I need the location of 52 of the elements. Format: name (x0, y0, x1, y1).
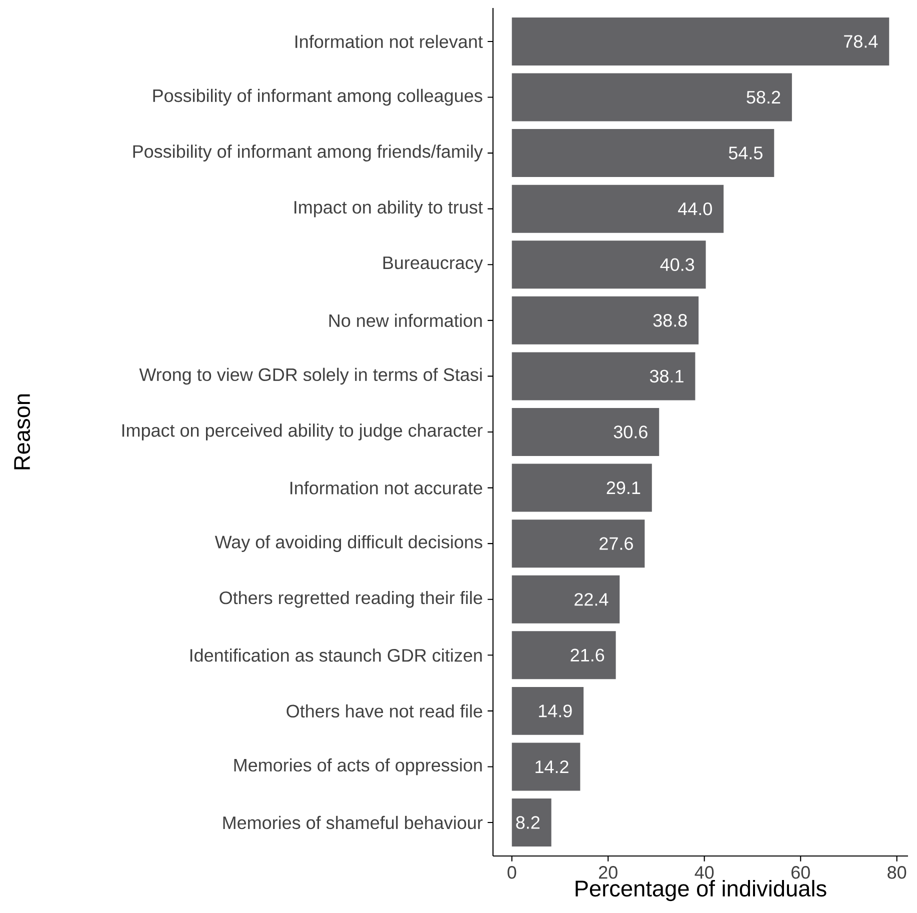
x-tick-label: 0 (508, 866, 516, 879)
data-label: 29.1 (606, 481, 640, 494)
data-label: 38.1 (650, 370, 684, 383)
data-label: 44.0 (678, 202, 712, 216)
bar (512, 631, 616, 680)
y-tick-label: No new information (329, 314, 482, 328)
y-tick-label: Others regretted reading their file (220, 590, 482, 608)
y-tick-label: Possibility of informant among friends/family (133, 144, 483, 162)
y-tick-label: Wrong to view GDR solely in terms of Stasi (139, 368, 482, 385)
y-tick-label: Possibility of informant among colleagues (153, 88, 482, 106)
x-tick-label: 40 (694, 866, 714, 879)
bar (512, 184, 724, 233)
x-tick-label: 80 (888, 866, 906, 879)
data-label: 14.2 (536, 760, 568, 774)
data-label: 21.6 (570, 648, 604, 662)
data-label: 78.4 (844, 35, 878, 48)
data-label: 40.3 (660, 258, 694, 271)
data-label: 54.5 (728, 146, 762, 160)
y-tick-label: Impact on perceived ability to judge character (122, 424, 483, 440)
bar (512, 520, 645, 568)
x-axis-title: Percentage of individuals (576, 880, 826, 902)
bar (512, 575, 620, 624)
bar (512, 296, 699, 344)
data-label: 30.6 (614, 426, 648, 438)
data-label: 58.2 (746, 90, 780, 104)
bar (512, 73, 792, 122)
y-tick-label: Information not accurate (290, 481, 482, 494)
y-axis-title: Reason (14, 394, 30, 470)
data-label: 8.2 (516, 816, 540, 829)
bar (512, 129, 774, 178)
y-tick-label: Bureaucracy (383, 256, 483, 273)
x-tick-label: 20 (598, 866, 618, 879)
bar (512, 408, 660, 456)
bar (512, 686, 584, 735)
x-tick-label: 60 (792, 866, 810, 879)
data-label: 14.9 (538, 704, 572, 718)
bar (512, 798, 552, 847)
y-tick-label: Others have not read file (286, 704, 482, 718)
y-tick-label: Way of avoiding difficult decisions (214, 535, 482, 552)
bar (512, 352, 696, 400)
bar (512, 742, 580, 791)
data-label: 22.4 (574, 593, 608, 606)
bar (512, 17, 890, 66)
y-tick-label: Identification as staunch GDR citizen (190, 648, 482, 662)
y-tick-label: Memories of shameful behaviour (223, 816, 483, 830)
y-tick-label: Impact on ability to trust (294, 200, 483, 218)
bar (512, 464, 652, 512)
y-tick-label: Information not relevant (296, 34, 483, 48)
bar (512, 240, 706, 289)
data-label: 27.6 (600, 537, 633, 550)
data-label: 38.8 (653, 314, 687, 327)
y-tick-label: Memories of acts of oppression (234, 758, 482, 776)
